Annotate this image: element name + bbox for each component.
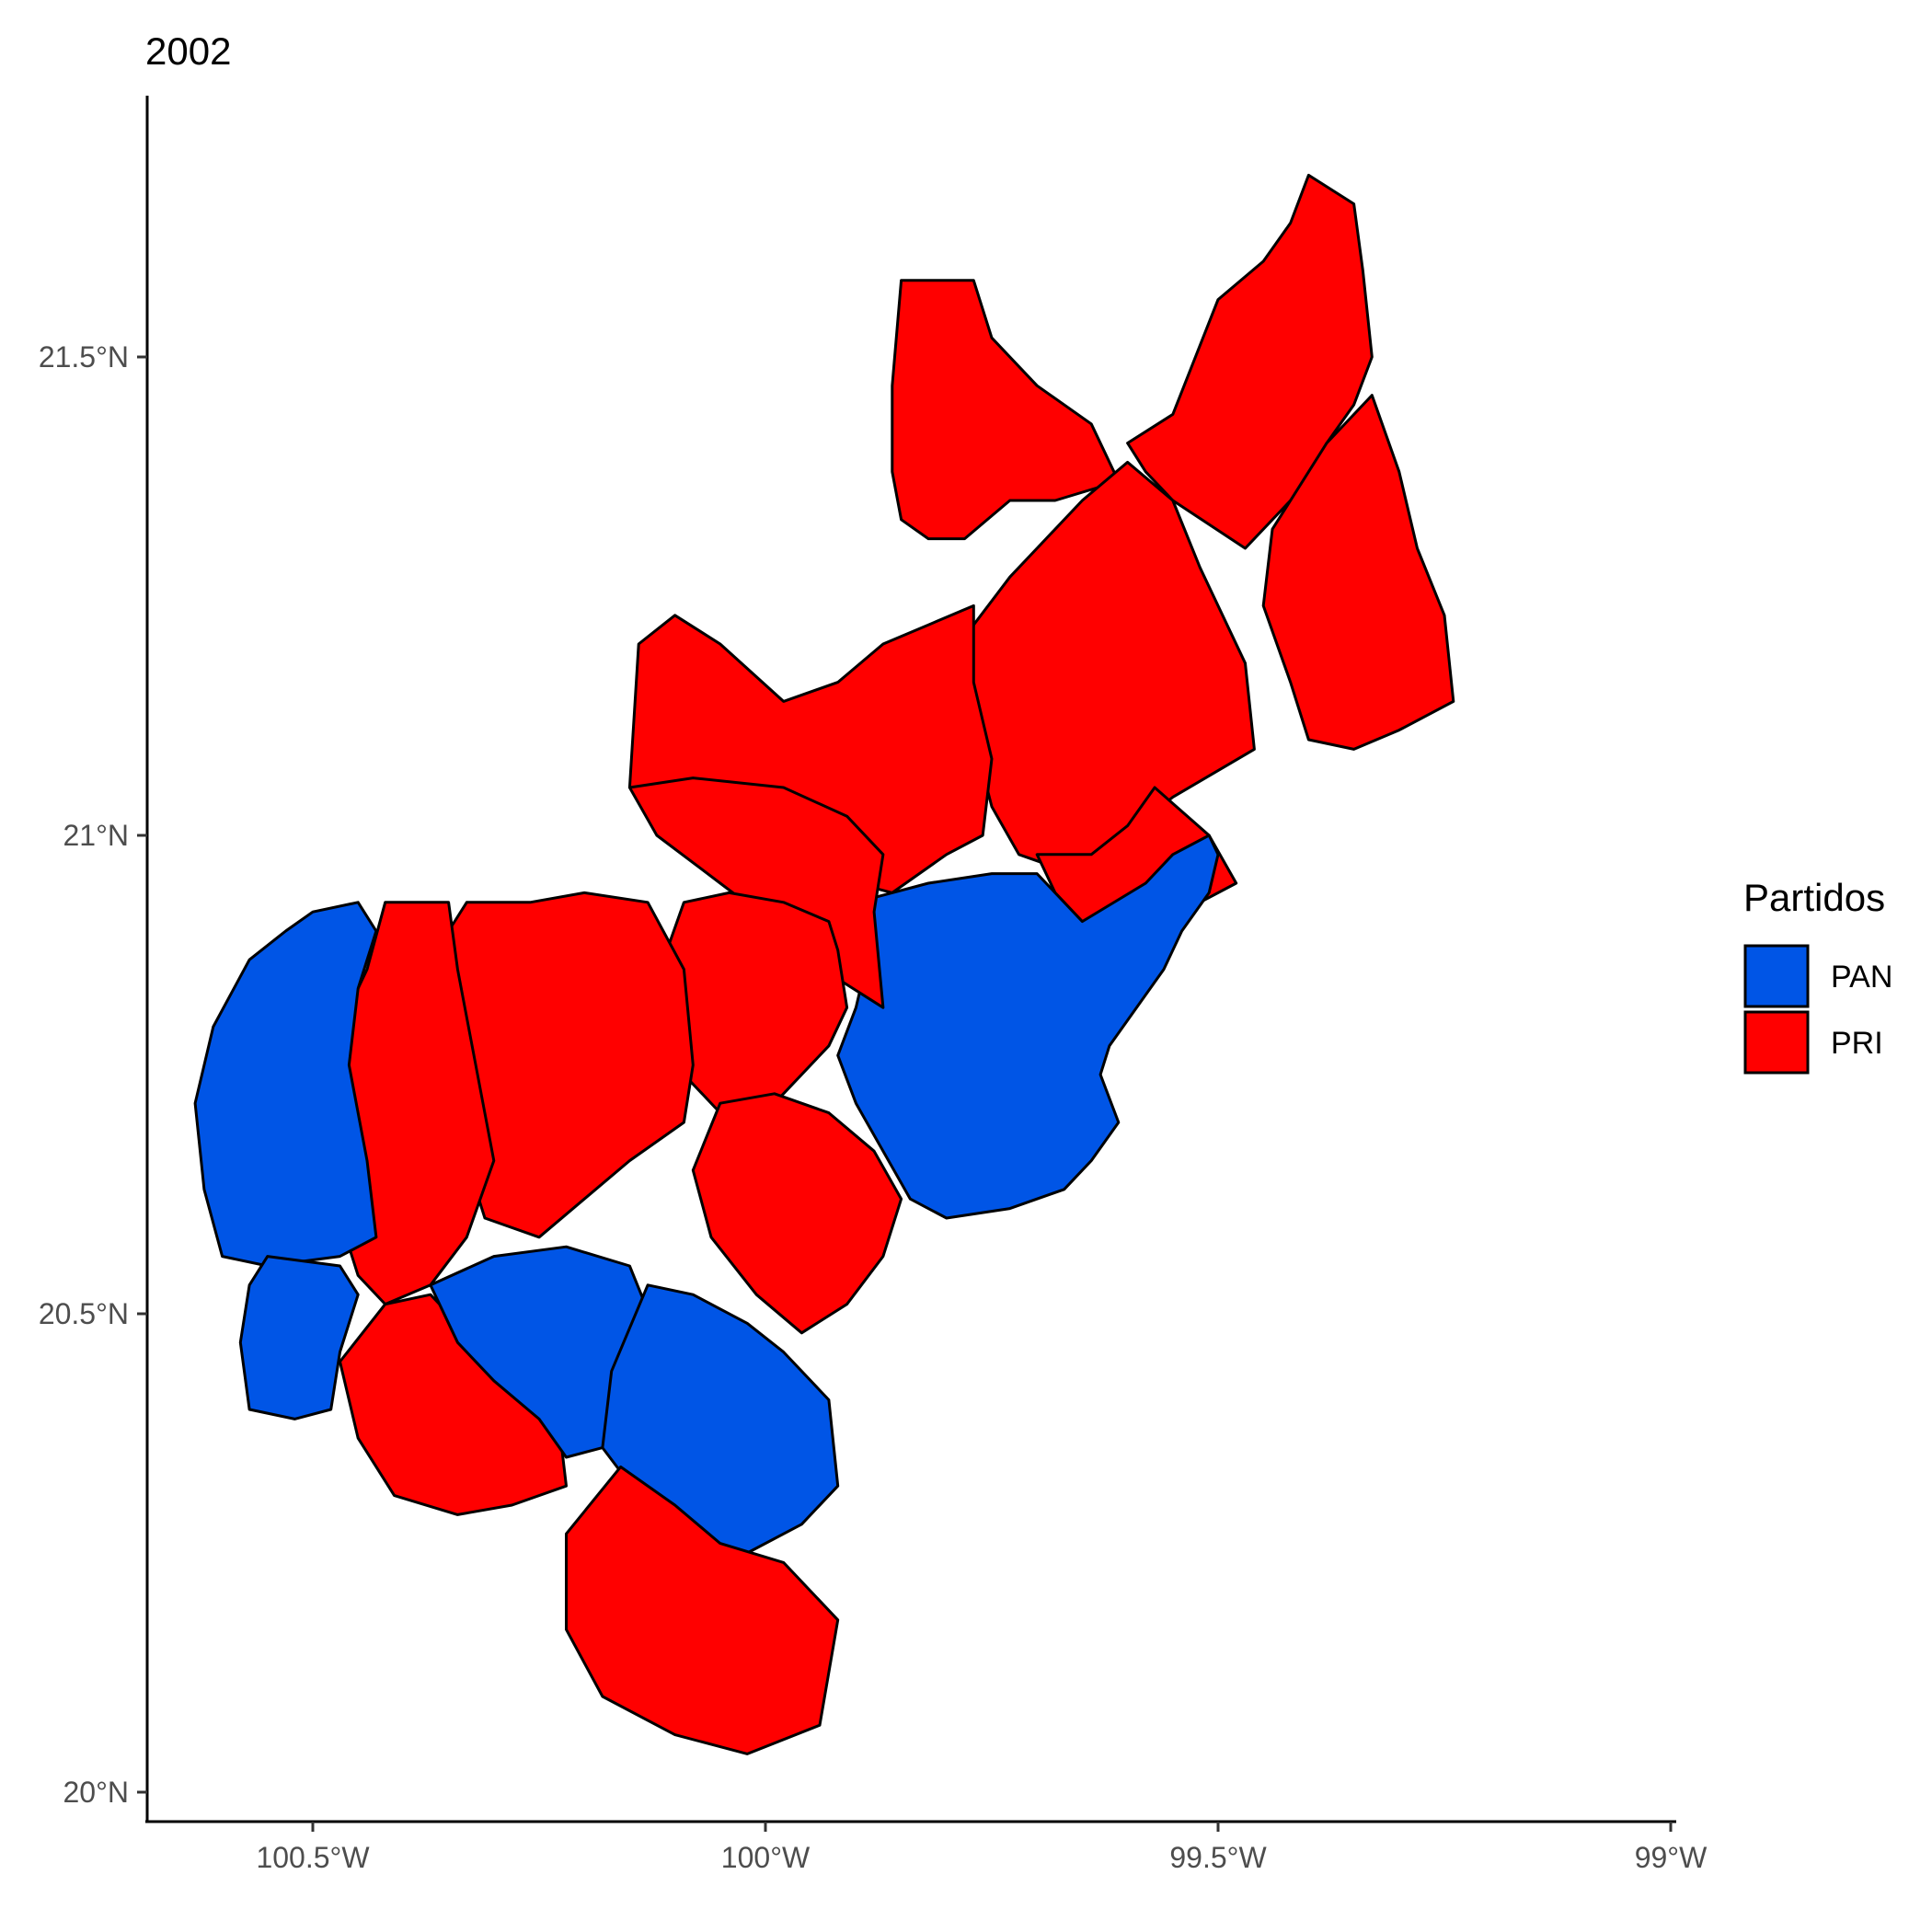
- legend-label-pri: PRI: [1831, 1026, 1883, 1061]
- x-tick-label: 99°W: [1635, 1841, 1708, 1874]
- region-pri-3: [1261, 394, 1455, 751]
- y-tick-label: 20.5°N: [39, 1297, 129, 1330]
- x-tick-label: 100°W: [721, 1841, 811, 1874]
- region-pan-16: [601, 1283, 840, 1564]
- axes: 100.5°W 100°W 99.5°W 99°W 20°N 20.5°N 21°N 21.…: [39, 96, 1708, 1874]
- region-pri-18: [691, 1092, 903, 1335]
- y-ticks: 20°N 20.5°N 21°N 21.5°N: [39, 340, 147, 1809]
- x-tick-label: 99.5°W: [1169, 1841, 1267, 1874]
- legend-entries: PAN PRI: [1743, 944, 1892, 1075]
- legend: Partidos PAN PRI: [1743, 876, 1892, 1075]
- region-pri-17: [565, 1465, 840, 1755]
- region-pan-13: [238, 1255, 360, 1420]
- region-pri-1: [891, 279, 1121, 541]
- region-pan-12: [193, 901, 378, 1268]
- y-tick-label: 21°N: [63, 819, 130, 852]
- municipality-regions: [193, 173, 1455, 1755]
- legend-swatch-pri: [1743, 1010, 1810, 1075]
- legend-swatch-pan: [1743, 944, 1810, 1008]
- y-tick-label: 21.5°N: [39, 340, 129, 374]
- map-title: 2002: [145, 29, 231, 73]
- region-pri-2: [1126, 173, 1374, 550]
- legend-label-pan: PAN: [1831, 960, 1892, 995]
- x-ticks: 100.5°W 100°W 99.5°W 99°W: [256, 1822, 1708, 1874]
- x-tick-label: 100.5°W: [256, 1841, 370, 1874]
- legend-title: Partidos: [1743, 876, 1885, 919]
- region-pan-7: [818, 834, 1220, 1220]
- y-tick-label: 20°N: [63, 1776, 130, 1809]
